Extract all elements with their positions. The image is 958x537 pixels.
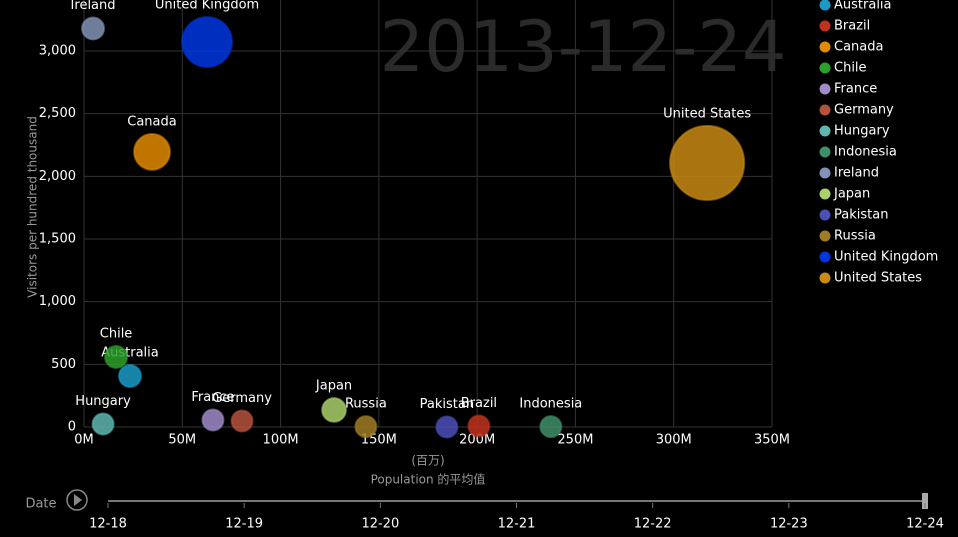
play-tick-label: 12-21: [498, 517, 536, 532]
y-tick-label: 3,000: [39, 44, 76, 59]
play-tick-label: 12-18: [89, 517, 127, 532]
bubble-label: Indonesia: [519, 397, 582, 412]
legend-marker: [819, 41, 831, 53]
bubble-label: France: [191, 390, 234, 405]
legend-label: United States: [834, 271, 922, 286]
legend-label: France: [834, 82, 877, 97]
x-tick-label: 250M: [557, 433, 593, 448]
x-tick-label: 50M: [168, 433, 196, 448]
x-tick-label: 100M: [263, 433, 299, 448]
legend-label: Hungary: [834, 124, 890, 139]
bubble: [230, 409, 254, 433]
bubble-label: Ireland: [71, 0, 116, 13]
play-icon[interactable]: [74, 494, 82, 506]
bubble-label: Hungary: [75, 394, 131, 409]
legend-label: Russia: [834, 229, 876, 244]
x-tick-label: 350M: [754, 433, 790, 448]
bubble-label: Germany: [212, 391, 272, 406]
play-tick-label: 12-22: [634, 517, 672, 532]
watermark: 2013-12-24: [380, 6, 787, 88]
legend-marker: [819, 20, 831, 32]
play-tick-label: 12-24: [906, 517, 944, 532]
bubble: [669, 124, 746, 201]
legend-marker: [819, 188, 831, 200]
y-axis-title: Visitors per hundred thousand: [26, 116, 40, 298]
bubble: [467, 414, 491, 438]
y-tick-label: 1,000: [39, 294, 76, 309]
play-thumb[interactable]: [922, 493, 928, 509]
x-tick-label: 0M: [74, 433, 94, 448]
bubble-label: United Kingdom: [155, 0, 259, 13]
x-axis-unit: (百万): [411, 454, 444, 468]
bubble-label: Chile: [100, 326, 133, 341]
bubble-label: Japan: [315, 379, 352, 394]
x-tick-label: 200M: [459, 433, 495, 448]
play-tick-label: 12-20: [361, 517, 399, 532]
bubble: [435, 415, 459, 439]
y-tick-label: 500: [51, 357, 76, 372]
legend-label: Pakistan: [834, 208, 888, 223]
y-tick-label: 2,000: [39, 169, 76, 184]
legend-marker: [819, 62, 831, 74]
legend-label: Brazil: [834, 19, 870, 34]
y-tick-label: 0: [68, 420, 76, 435]
play-circle[interactable]: [66, 489, 88, 511]
bubble-label: Russia: [345, 397, 387, 412]
x-axis-title: Population 的平均值: [371, 472, 486, 487]
legend-label: Chile: [834, 61, 867, 76]
x-tick-label: 300M: [656, 433, 692, 448]
y-tick-label: 2,500: [39, 106, 76, 121]
bubble: [354, 415, 378, 439]
bubble: [104, 344, 128, 369]
legend-marker: [819, 104, 831, 116]
bubble: [91, 412, 115, 436]
legend-label: Japan: [833, 187, 870, 202]
play-tick-label: 12-19: [225, 517, 263, 532]
grid: [83, 0, 773, 428]
bubble: [133, 133, 171, 171]
legend-marker: [819, 230, 831, 242]
legend-marker: [819, 83, 831, 95]
legend-marker: [819, 272, 831, 284]
bubble: [539, 415, 563, 439]
legend-marker: [819, 0, 831, 11]
bubble-label: Pakistan: [420, 397, 474, 412]
bubble: [201, 408, 225, 432]
bubble-label: United States: [663, 106, 751, 121]
bubble-label: Canada: [127, 115, 176, 130]
bubble: [181, 16, 233, 68]
bubble: [81, 16, 105, 41]
legend-marker: [819, 125, 831, 137]
y-tick-label: 1,500: [39, 232, 76, 247]
bubble: [321, 397, 347, 423]
play-axis-label: Date: [25, 497, 56, 512]
legend-label: Canada: [834, 40, 883, 55]
play-tick-label: 12-23: [770, 517, 808, 532]
bubble: [118, 364, 142, 388]
legend-marker: [819, 167, 831, 179]
legend-marker: [819, 146, 831, 158]
play-button[interactable]: [66, 489, 88, 511]
legend-marker: [819, 251, 831, 263]
legend-label: Germany: [834, 103, 894, 118]
bubble-label: Brazil: [461, 396, 497, 411]
legend-marker: [819, 209, 831, 221]
legend-label: Australia: [834, 0, 892, 13]
legend-label: Ireland: [834, 166, 879, 181]
legend-label: United Kingdom: [834, 250, 938, 265]
legend-label: Indonesia: [834, 145, 897, 160]
